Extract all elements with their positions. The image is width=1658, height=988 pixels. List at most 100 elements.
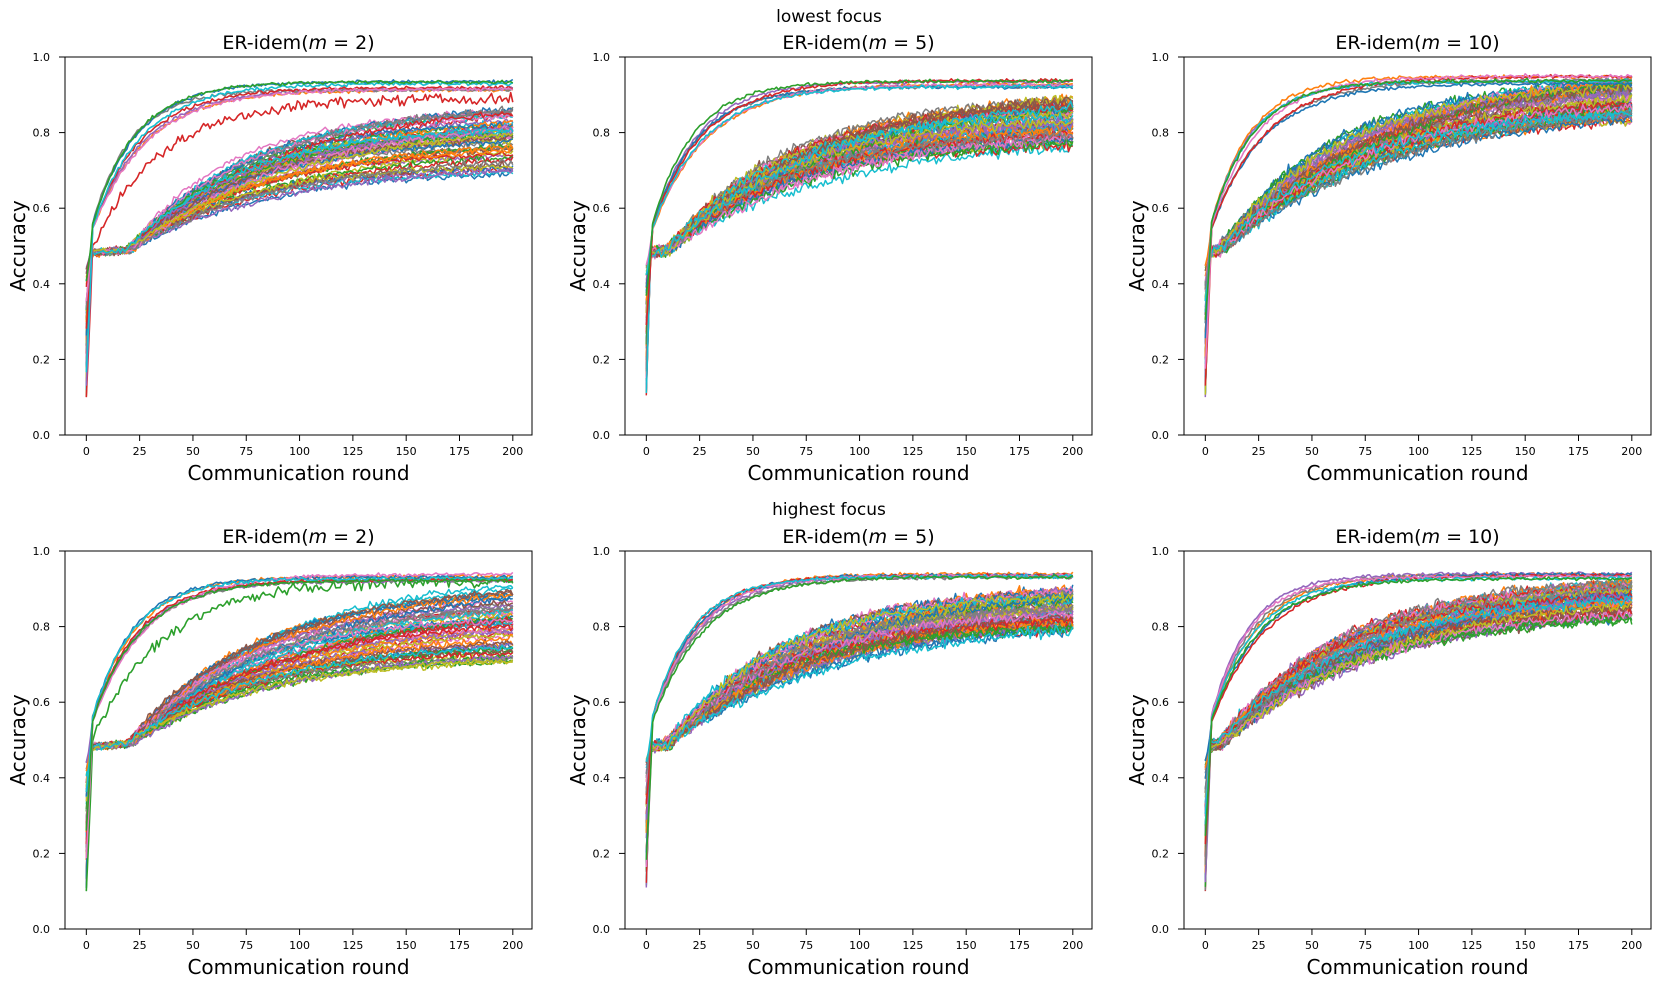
y-tick-label: 0.0 [593, 429, 611, 442]
series-line-64 [85, 574, 513, 797]
x-tick-label: 25 [693, 445, 707, 458]
y-tick-label: 0.0 [1152, 429, 1170, 442]
chart-title: ER-idem(m = 10) [1335, 32, 1499, 54]
x-axis-label: Communication round [747, 955, 969, 979]
x-tick-label: 25 [133, 445, 147, 458]
series-line-29 [645, 141, 1074, 385]
x-tick-label: 0 [643, 939, 650, 952]
y-tick-label: 0.8 [593, 127, 611, 140]
series-line-56 [1204, 609, 1633, 816]
chart-panel-lowest-m10: 0 25 50 75 100 125 150 175 200 0.0 0.2 0.4 0.6 0.8 1.0… [1125, 32, 1652, 485]
x-tick-label: 25 [1252, 445, 1266, 458]
x-tick-label: 175 [449, 939, 470, 952]
y-tick-label: 0.2 [33, 847, 51, 860]
y-tick-label: 0.0 [33, 923, 51, 936]
series-line-43 [1204, 581, 1633, 807]
y-tick-label: 1.0 [33, 545, 51, 558]
row-title-highest-focus: highest focus [772, 500, 886, 520]
y-tick-label: 0.4 [1152, 278, 1170, 291]
chart-title: ER-idem(m = 5) [782, 526, 934, 548]
series-line-18 [85, 632, 514, 781]
x-tick-label: 175 [1009, 939, 1030, 952]
y-tick-label: 0.6 [593, 696, 611, 709]
series-line-56 [85, 124, 514, 304]
x-tick-label: 100 [289, 939, 310, 952]
y-tick-label: 0.4 [593, 772, 611, 785]
series-line-22 [645, 620, 1074, 886]
x-tick-label: 125 [342, 939, 363, 952]
series-line-67 [85, 81, 514, 373]
y-tick-label: 0.4 [33, 278, 51, 291]
series-lines [645, 78, 1074, 396]
x-tick-label: 125 [902, 445, 923, 458]
x-tick-label: 50 [186, 445, 200, 458]
axes-frame [64, 550, 533, 930]
series-lines [1204, 73, 1633, 398]
series-line-53 [1204, 591, 1633, 857]
series-line-30 [1204, 100, 1633, 343]
series-line-57 [1204, 108, 1633, 336]
y-tick-label: 0.8 [33, 127, 51, 140]
x-tick-label: 100 [1408, 939, 1429, 952]
x-tick-label: 0 [1202, 445, 1209, 458]
series-line-32 [85, 659, 514, 822]
series-line-55 [1204, 603, 1633, 857]
y-tick-label: 0.2 [1152, 353, 1170, 366]
x-tick-label: 0 [83, 939, 90, 952]
y-tick-label: 0.2 [593, 353, 611, 366]
series-line-58 [85, 131, 514, 378]
series-line-60 [85, 91, 514, 398]
y-axis-label: Accuracy [6, 694, 30, 785]
x-tick-label: 150 [1515, 445, 1536, 458]
x-tick-label: 50 [746, 445, 760, 458]
x-tick-label: 100 [1408, 445, 1429, 458]
series-lines [1204, 571, 1633, 892]
y-tick-label: 0.0 [33, 429, 51, 442]
series-line-54 [1204, 87, 1633, 308]
chart-title: ER-idem(m = 2) [222, 526, 374, 548]
x-tick-label: 50 [1305, 445, 1319, 458]
series-line-67 [645, 574, 1074, 860]
series-line-67 [1204, 576, 1632, 836]
series-line-55 [645, 612, 1074, 824]
y-axis-label: Accuracy [566, 200, 590, 291]
x-tick-label: 0 [83, 445, 90, 458]
series-line-62 [1204, 572, 1633, 865]
row-title-lowest-focus: lowest focus [776, 7, 882, 27]
series-line-22 [1204, 614, 1633, 867]
series-line-55 [1204, 83, 1633, 315]
x-tick-label: 75 [1358, 445, 1372, 458]
series-line-59 [645, 624, 1074, 859]
y-tick-label: 0.2 [1152, 847, 1170, 860]
series-line-68 [85, 577, 513, 831]
series-line-25 [85, 145, 514, 388]
y-tick-label: 0.6 [1152, 696, 1170, 709]
series-line-34 [85, 167, 514, 268]
x-tick-label: 200 [1062, 445, 1083, 458]
series-line-66 [645, 83, 1073, 275]
series-line-64 [645, 78, 1073, 326]
y-tick-label: 0.6 [33, 202, 51, 215]
series-line-33 [645, 139, 1073, 396]
x-tick-label: 25 [693, 939, 707, 952]
y-tick-label: 0.0 [1152, 923, 1170, 936]
x-tick-label: 175 [1568, 445, 1589, 458]
series-line-59 [85, 644, 514, 797]
chart-panel-lowest-m5: 0 25 50 75 100 125 150 175 200 0.0 0.2 0.4 0.6 0.8 1.0… [566, 32, 1093, 485]
series-line-68 [85, 79, 514, 282]
x-tick-label: 200 [1621, 939, 1642, 952]
y-tick-label: 0.6 [1152, 202, 1170, 215]
series-line-41 [1204, 82, 1633, 277]
x-tick-label: 75 [239, 939, 253, 952]
series-line-65 [1204, 73, 1632, 369]
x-tick-label: 150 [956, 445, 977, 458]
x-axis-label: Communication round [187, 461, 409, 485]
x-tick-label: 200 [1062, 939, 1083, 952]
series-line-35 [85, 600, 514, 784]
axes-frame [624, 56, 1093, 436]
series-line-24 [85, 167, 514, 389]
y-tick-label: 1.0 [33, 51, 51, 64]
y-axis-label: Accuracy [566, 694, 590, 785]
series-line-48 [85, 164, 513, 397]
